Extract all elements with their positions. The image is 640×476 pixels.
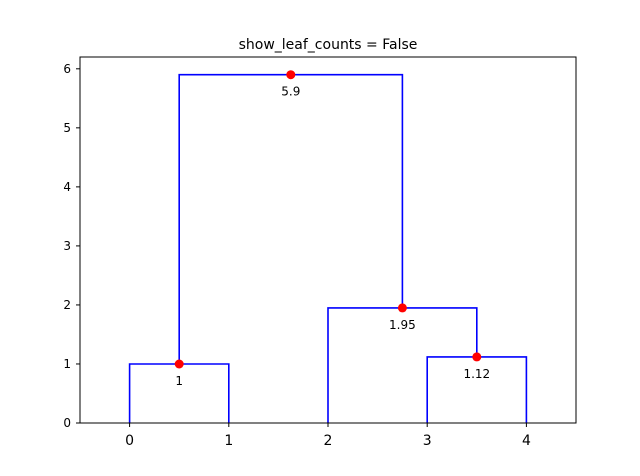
y-tick-label-6: 6 [63, 62, 71, 76]
y-tick-label-3: 3 [63, 239, 71, 253]
y-tick-label-0: 0 [63, 416, 71, 430]
y-tick-label-4: 4 [63, 180, 71, 194]
merge-node-label-3: 5.9 [281, 85, 300, 99]
merge-node-label-1: 1.12 [463, 367, 490, 381]
chart-title: show_leaf_counts = False [239, 37, 418, 53]
merge-node-1 [472, 352, 482, 362]
y-tick-label-5: 5 [63, 121, 71, 135]
y-tick-label-2: 2 [63, 298, 71, 312]
merge-node-label-2: 1.95 [389, 318, 416, 332]
leaf-label-2: 2 [324, 433, 333, 449]
y-tick-label-1: 1 [63, 357, 71, 371]
leaf-label-1: 1 [224, 433, 233, 449]
merge-node-0 [174, 359, 184, 369]
plot-frame [79, 56, 577, 424]
leaf-label-0: 0 [125, 433, 134, 449]
nodes-layer [174, 70, 482, 369]
leaf-label-4: 4 [522, 433, 531, 449]
leaf-label-3: 3 [423, 433, 432, 449]
merge-node-label-0: 1 [175, 374, 183, 388]
merge-node-3 [286, 70, 296, 80]
y-axis-ticks: 0 1 2 3 4 5 6 [63, 62, 80, 430]
merge-node-2 [397, 303, 407, 313]
x-axis-ticks: 0 1 2 3 4 [125, 423, 531, 449]
node-labels-layer: 1 1.12 1.95 5.9 [175, 85, 490, 388]
